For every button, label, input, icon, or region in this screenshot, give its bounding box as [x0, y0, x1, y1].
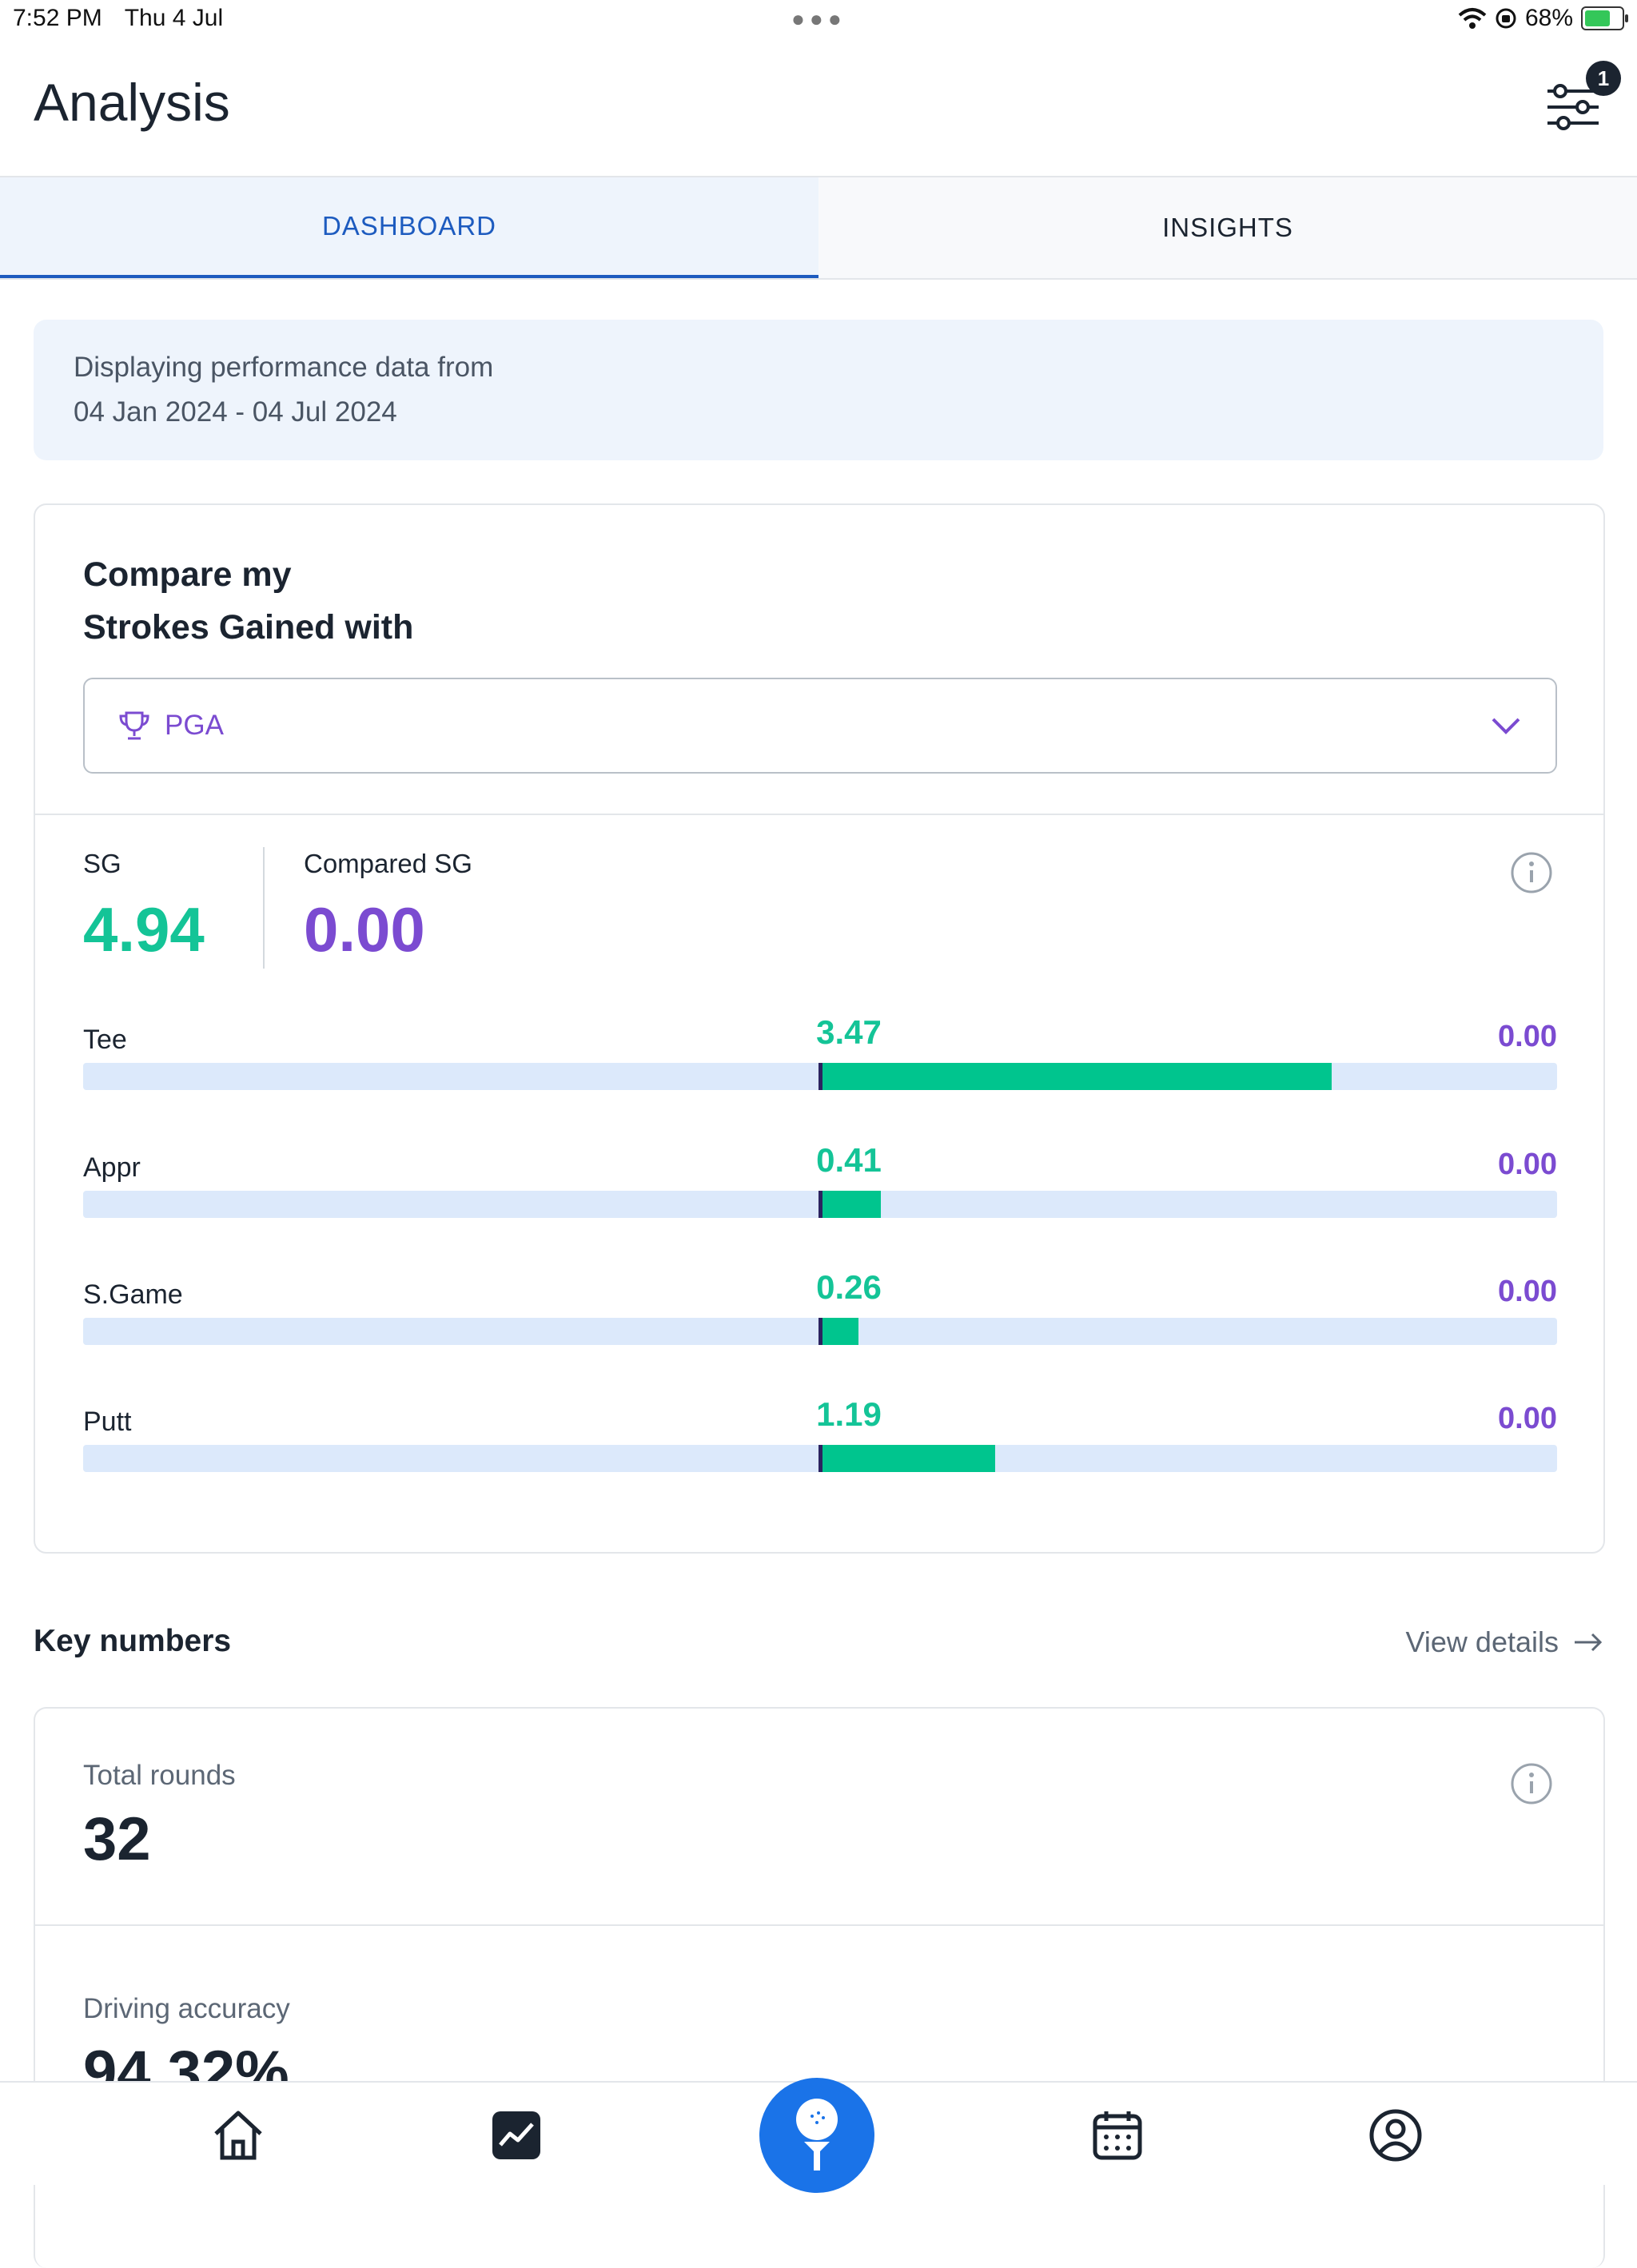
total-rounds-label: Total rounds: [83, 1760, 236, 1791]
category-compared-value: 0.00: [1498, 1020, 1557, 1053]
date-range-value: 04 Jan 2024 - 04 Jul 2024: [74, 396, 397, 428]
category-bar-fill: [820, 1191, 881, 1218]
sg-separator: [263, 847, 265, 969]
view-details-link[interactable]: View details: [1406, 1625, 1603, 1659]
bottom-navigation: [0, 2078, 1637, 2193]
category-name: S.Game: [83, 1279, 183, 1310]
category-row-tee: Tee 3.47 0.00: [83, 1013, 1557, 1109]
chart-icon[interactable]: [488, 2107, 545, 2164]
category-bar-track: [83, 1191, 1557, 1218]
category-name: Putt: [83, 1407, 132, 1437]
category-name: Tee: [83, 1025, 127, 1055]
compare-title-line1: Compare my: [83, 555, 292, 594]
compare-title: Compare my Strokes Gained with: [83, 548, 413, 654]
date-range-banner: Displaying performance data from 04 Jan …: [34, 320, 1603, 460]
strokes-gained-card: Compare my Strokes Gained with PGA SG 4.…: [34, 503, 1605, 1554]
key-numbers-title: Key numbers: [34, 1624, 232, 1658]
sg-value: 4.94: [83, 894, 205, 965]
status-left: 7:52 PM Thu 4 Jul: [13, 5, 223, 32]
category-sg-value: 0.41: [816, 1141, 882, 1179]
info-icon[interactable]: [1509, 1761, 1554, 1806]
profile-icon[interactable]: [1367, 2107, 1424, 2164]
tab-dashboard[interactable]: DASHBOARD: [0, 177, 818, 278]
compare-selected-value: PGA: [165, 710, 224, 741]
category-name: Appr: [83, 1152, 141, 1183]
category-bar-marker: [818, 1445, 822, 1472]
category-bar-fill: [820, 1445, 996, 1472]
battery-percent: 68%: [1524, 5, 1573, 31]
category-row-appr: Appr 0.41 0.00: [83, 1141, 1557, 1237]
trophy-icon: [119, 711, 149, 740]
category-sg-value: 1.19: [816, 1395, 882, 1433]
category-compared-value: 0.00: [1498, 1148, 1557, 1181]
category-bar-marker: [818, 1063, 822, 1090]
category-sg-value: 0.26: [816, 1268, 882, 1306]
compare-with-dropdown[interactable]: PGA: [83, 678, 1557, 774]
status-bar: 7:52 PM Thu 4 Jul ●●● 68%: [0, 0, 1637, 40]
multitasking-dots-icon[interactable]: ●●●: [791, 6, 846, 31]
orientation-lock-icon: [1496, 8, 1516, 29]
filter-sliders-icon[interactable]: [1543, 77, 1603, 137]
status-time: 7:52 PM: [13, 5, 102, 31]
category-bar-fill: [820, 1063, 1332, 1090]
card-divider: [35, 814, 1603, 815]
filter-count-badge: 1: [1586, 61, 1621, 96]
category-bar-track: [83, 1445, 1557, 1472]
status-right: 68%: [1458, 5, 1628, 32]
home-icon[interactable]: [209, 2107, 267, 2164]
category-row-putt: Putt 1.19 0.00: [83, 1395, 1557, 1491]
golf-ball-tee-icon: [796, 2099, 838, 2171]
play-round-button[interactable]: [759, 2078, 874, 2193]
category-bar-marker: [818, 1191, 822, 1218]
category-bar-track: [83, 1318, 1557, 1345]
status-date: Thu 4 Jul: [124, 5, 224, 31]
category-compared-value: 0.00: [1498, 1402, 1557, 1435]
category-bar-marker: [818, 1318, 822, 1345]
wifi-icon: [1458, 8, 1487, 29]
tab-insights[interactable]: INSIGHTS: [1162, 213, 1293, 242]
category-row-sgame: S.Game 0.26 0.00: [83, 1268, 1557, 1364]
key-numbers-divider: [35, 1924, 1603, 1926]
calendar-icon[interactable]: [1089, 2107, 1146, 2164]
driving-accuracy-label: Driving accuracy: [83, 1993, 290, 2024]
page-title: Analysis: [34, 73, 230, 132]
battery-icon: [1581, 6, 1628, 30]
date-range-caption: Displaying performance data from: [74, 352, 494, 383]
category-bar-track: [83, 1063, 1557, 1090]
info-icon[interactable]: [1509, 850, 1554, 895]
chevron-down-icon: [1492, 718, 1520, 734]
view-details-label: View details: [1405, 1625, 1559, 1658]
compare-title-line2: Strokes Gained with: [83, 608, 414, 647]
category-compared-value: 0.00: [1498, 1275, 1557, 1308]
sg-label: SG: [83, 849, 121, 878]
tab-bar: DASHBOARD INSIGHTS: [0, 176, 1637, 280]
arrow-right-icon: [1575, 1633, 1603, 1652]
category-sg-value: 3.47: [816, 1013, 882, 1051]
category-bar-fill: [820, 1318, 858, 1345]
compared-sg-label: Compared SG: [304, 849, 472, 878]
compared-sg-value: 0.00: [304, 894, 425, 965]
total-rounds-value: 32: [83, 1805, 151, 1873]
